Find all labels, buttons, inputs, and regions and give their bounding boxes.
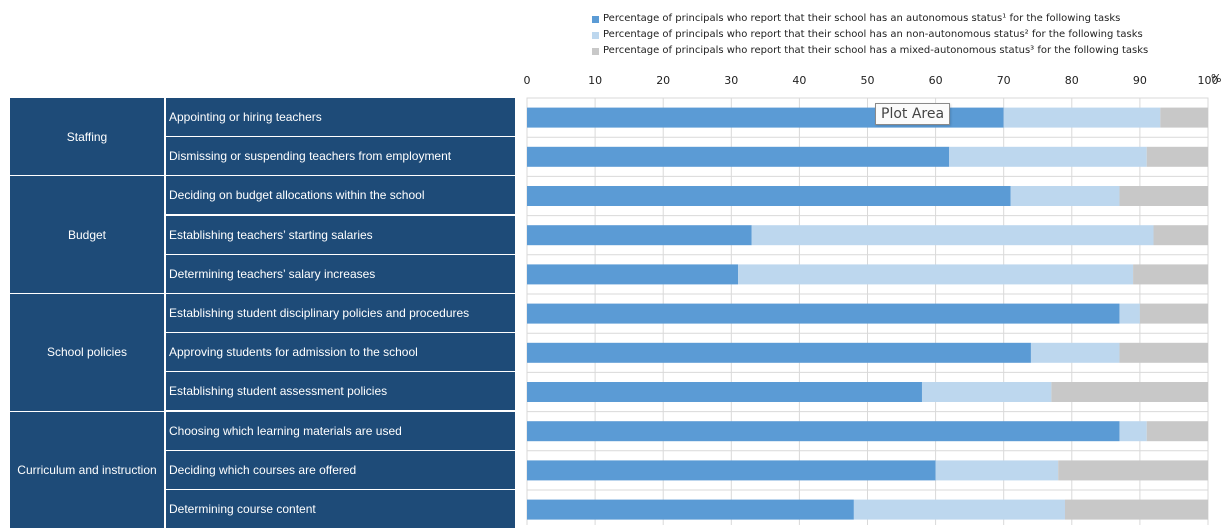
chart-legend: Percentage of principals who report that… <box>592 11 1148 59</box>
task-label: Approving students for admission to the … <box>166 333 515 373</box>
mixed-autonomous-bar <box>1119 186 1208 206</box>
non-autonomous-bar <box>935 460 1059 481</box>
mixed-autonomous-bar <box>1119 342 1208 363</box>
mixed-autonomous-bar <box>1146 146 1208 167</box>
mixed-autonomous-bar <box>1153 225 1208 246</box>
legend-swatch <box>592 31 599 39</box>
task-label: Appointing or hiring teachers <box>166 98 515 137</box>
non-autonomous-bar <box>853 499 1065 520</box>
x-tick-label: 10 <box>588 74 602 87</box>
x-unit-label: % <box>1211 72 1221 85</box>
task-label: Determining teachers’ salary increases <box>166 254 515 294</box>
mixed-autonomous-bar <box>1160 107 1208 128</box>
plot-area-tooltip: Plot Area <box>875 103 951 125</box>
x-tick-label: 30 <box>724 74 738 87</box>
non-autonomous-bar <box>738 264 1134 285</box>
x-tick-label: 60 <box>929 74 943 87</box>
legend-item: Percentage of principals who report that… <box>592 27 1148 43</box>
task-label: Deciding which courses are offered <box>166 450 515 490</box>
x-tick-label: 40 <box>792 74 806 87</box>
x-tick-label: 100 <box>1198 74 1219 87</box>
x-tick-label: 0 <box>524 74 531 87</box>
group-label: School policies <box>10 294 164 412</box>
mixed-autonomous-bar <box>1051 382 1208 402</box>
non-autonomous-bar <box>1119 303 1140 324</box>
task-label: Deciding on budget allocations within th… <box>166 176 515 216</box>
group-label: Staffing <box>10 98 164 177</box>
task-table: Staffing Appointing or hiring teachers Dis… <box>10 98 515 529</box>
non-autonomous-bar <box>1030 342 1120 363</box>
autonomous-bar <box>527 421 1120 442</box>
non-autonomous-bar <box>921 382 1052 402</box>
table-group: Staffing Appointing or hiring teachers Dis… <box>10 98 515 177</box>
mixed-autonomous-bar <box>1133 264 1208 285</box>
autonomous-bar <box>527 342 1031 363</box>
legend-label: Percentage of principals who report that… <box>603 29 1143 40</box>
autonomous-bar <box>527 225 752 246</box>
x-tick-label: 90 <box>1133 74 1147 87</box>
task-label: Establishing student assessment policies <box>166 372 515 412</box>
task-label: Establishing teachers’ starting salaries <box>166 215 515 255</box>
task-label: Establishing student disciplinary polici… <box>166 294 515 333</box>
mixed-autonomous-bar <box>1064 499 1208 520</box>
legend-swatch <box>592 47 599 55</box>
legend-item: Percentage of principals who report that… <box>592 11 1148 27</box>
non-autonomous-bar <box>1003 107 1161 128</box>
legend-item: Percentage of principals who report that… <box>592 43 1148 59</box>
x-tick-label: 50 <box>861 74 875 87</box>
task-label: Dismissing or suspending teachers from e… <box>166 137 515 177</box>
mixed-autonomous-bar <box>1058 460 1208 481</box>
autonomous-bar <box>527 303 1120 324</box>
autonomous-bar <box>527 499 854 520</box>
legend-label: Percentage of principals who report that… <box>603 45 1149 56</box>
mixed-autonomous-bar <box>1146 421 1208 442</box>
autonomous-bar <box>527 186 1011 206</box>
non-autonomous-bar <box>1119 421 1147 442</box>
task-label: Determining course content <box>166 489 515 529</box>
autonomous-bar <box>527 146 950 167</box>
legend-label: Percentage of principals who report that… <box>603 13 1121 24</box>
x-tick-label: 70 <box>997 74 1011 87</box>
autonomous-bar <box>527 382 922 402</box>
legend-swatch <box>592 15 599 23</box>
mixed-autonomous-bar <box>1139 303 1208 324</box>
x-tick-label: 20 <box>656 74 670 87</box>
x-tick-label: 80 <box>1065 74 1079 87</box>
table-group: School policies Establishing student disc… <box>10 294 515 412</box>
non-autonomous-bar <box>751 225 1154 246</box>
non-autonomous-bar <box>1010 186 1120 206</box>
autonomous-bar <box>527 264 739 285</box>
group-label: Budget <box>10 176 164 294</box>
table-group: Budget Deciding on budget allocations wit… <box>10 176 515 294</box>
non-autonomous-bar <box>949 146 1147 167</box>
autonomous-bar <box>527 460 936 481</box>
task-label: Choosing which learning materials are us… <box>166 411 515 451</box>
